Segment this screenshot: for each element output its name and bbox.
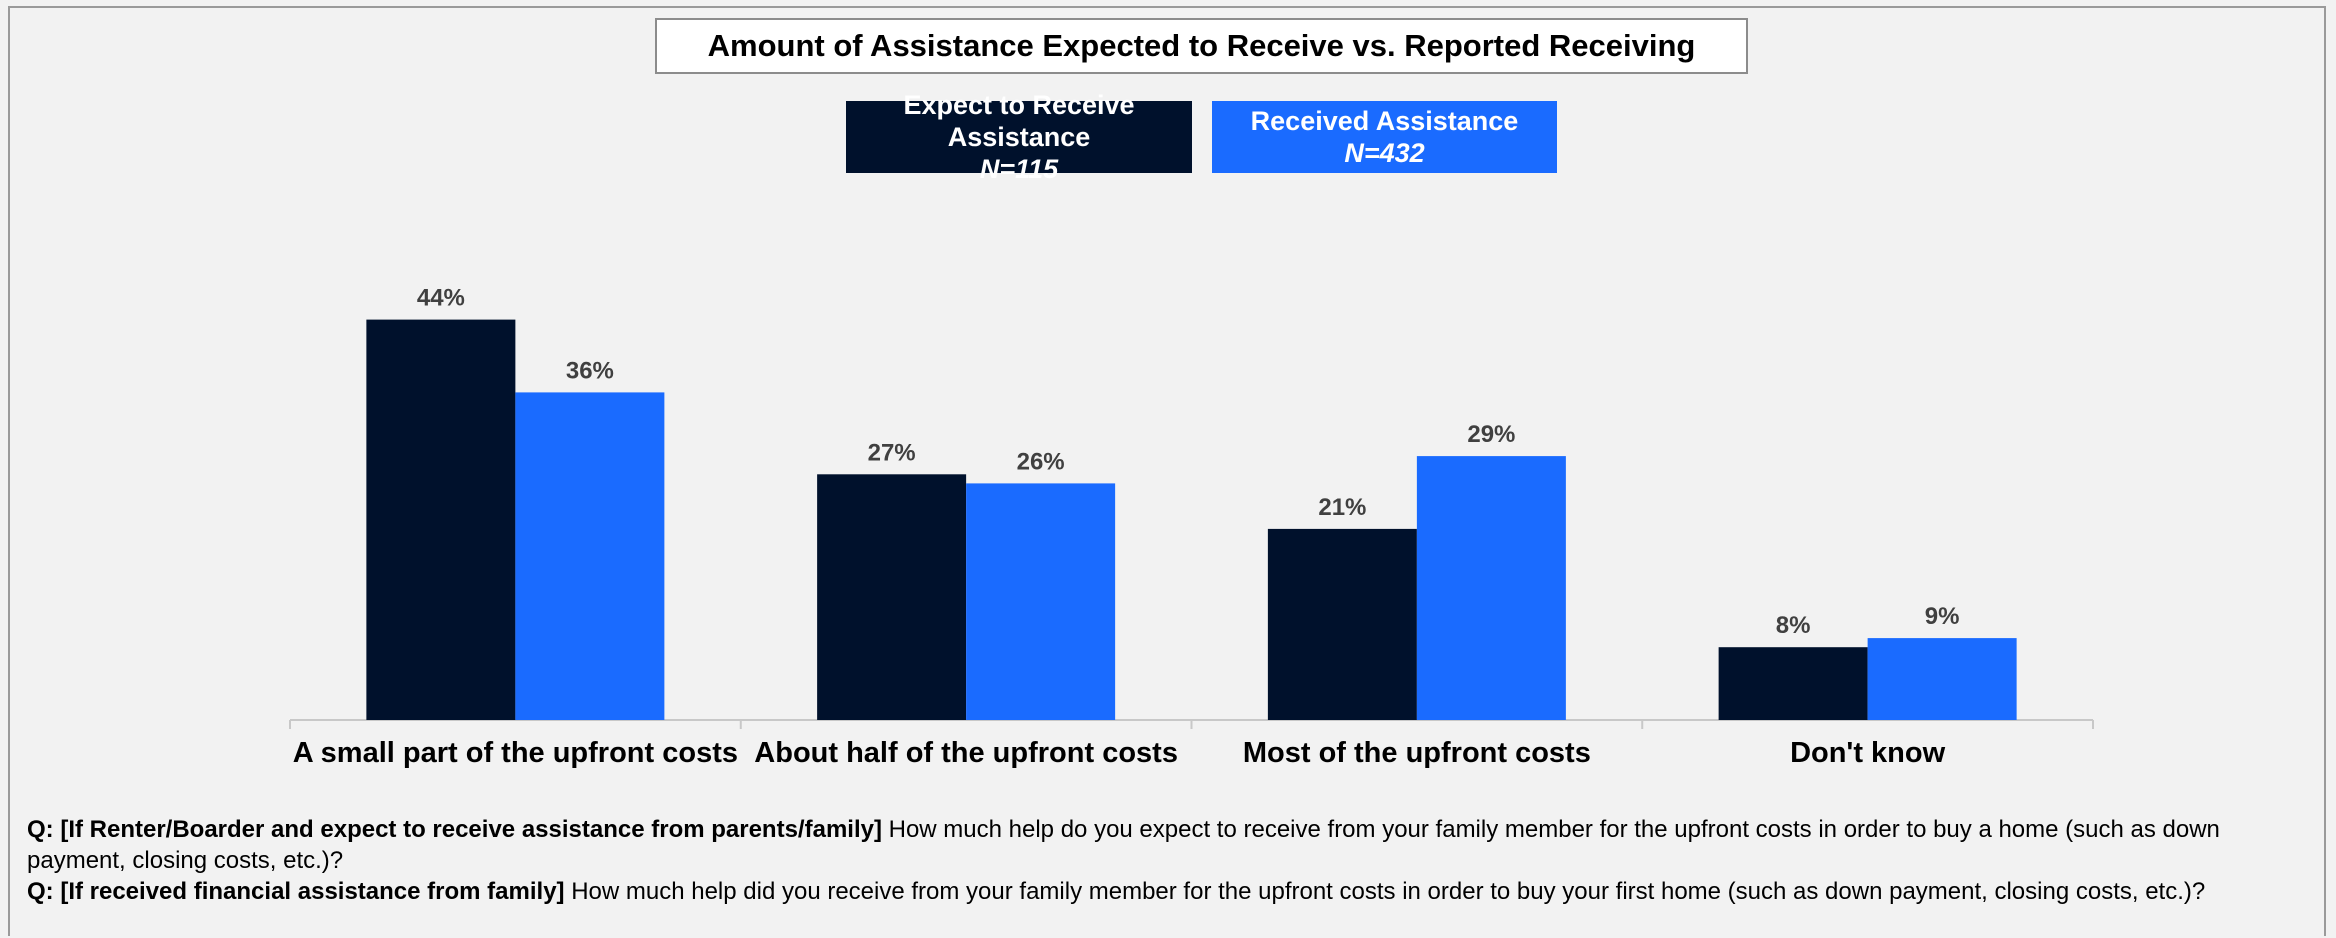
- data-label: 27%: [868, 439, 916, 466]
- footnote-2-prefix: Q: [If received financial assistance fro…: [27, 878, 565, 905]
- footnote-2: Q: [If received financial assistance fro…: [27, 876, 2287, 907]
- bar-expect: [366, 319, 516, 720]
- data-label: 9%: [1925, 603, 1960, 630]
- bar-received: [1867, 638, 2017, 720]
- data-label: 8%: [1776, 612, 1811, 639]
- legend-item-received: Received Assistance N=432: [1212, 101, 1557, 173]
- legend-n-expect: N=115: [979, 154, 1059, 184]
- bar-expect: [817, 474, 967, 720]
- bar-received: [1416, 456, 1566, 720]
- legend-label-received: Received Assistance: [1250, 106, 1519, 136]
- data-label: 26%: [1017, 448, 1065, 475]
- category-label: Most of the upfront costs: [1243, 737, 1591, 769]
- data-label: 44%: [417, 285, 465, 312]
- category-label: Don't know: [1790, 737, 1946, 769]
- footnote-1-text: How much help do you expect to receive f…: [27, 816, 2220, 874]
- footnote-2-text: How much help did you receive from your …: [564, 878, 2206, 905]
- data-label: 29%: [1467, 421, 1515, 448]
- footnote-1: Q: [If Renter/Boarder and expect to rece…: [27, 814, 2287, 876]
- legend-label-expect: Expect to Receive Assistance: [903, 90, 1135, 152]
- category-label: A small part of the upfront costs: [293, 737, 738, 769]
- chart-title: Amount of Assistance Expected to Receive…: [655, 18, 1748, 74]
- bar-expect: [1267, 528, 1417, 720]
- category-label: About half of the upfront costs: [754, 737, 1178, 769]
- footnote-1-prefix: Q: [If Renter/Boarder and expect to rece…: [27, 816, 882, 843]
- legend-item-expect: Expect to Receive Assistance N=115: [846, 90, 1192, 184]
- chart-frame: [8, 6, 2326, 936]
- bar-chart: 44% 36% A small part of the upfront costs 2…: [289, 285, 2094, 769]
- bar-received: [515, 392, 665, 720]
- legend-n-received: N=432: [1344, 138, 1425, 168]
- bar-expect: [1718, 647, 1868, 720]
- data-label: 36%: [566, 357, 614, 384]
- data-label: 21%: [1318, 494, 1366, 521]
- bar-received: [966, 483, 1116, 720]
